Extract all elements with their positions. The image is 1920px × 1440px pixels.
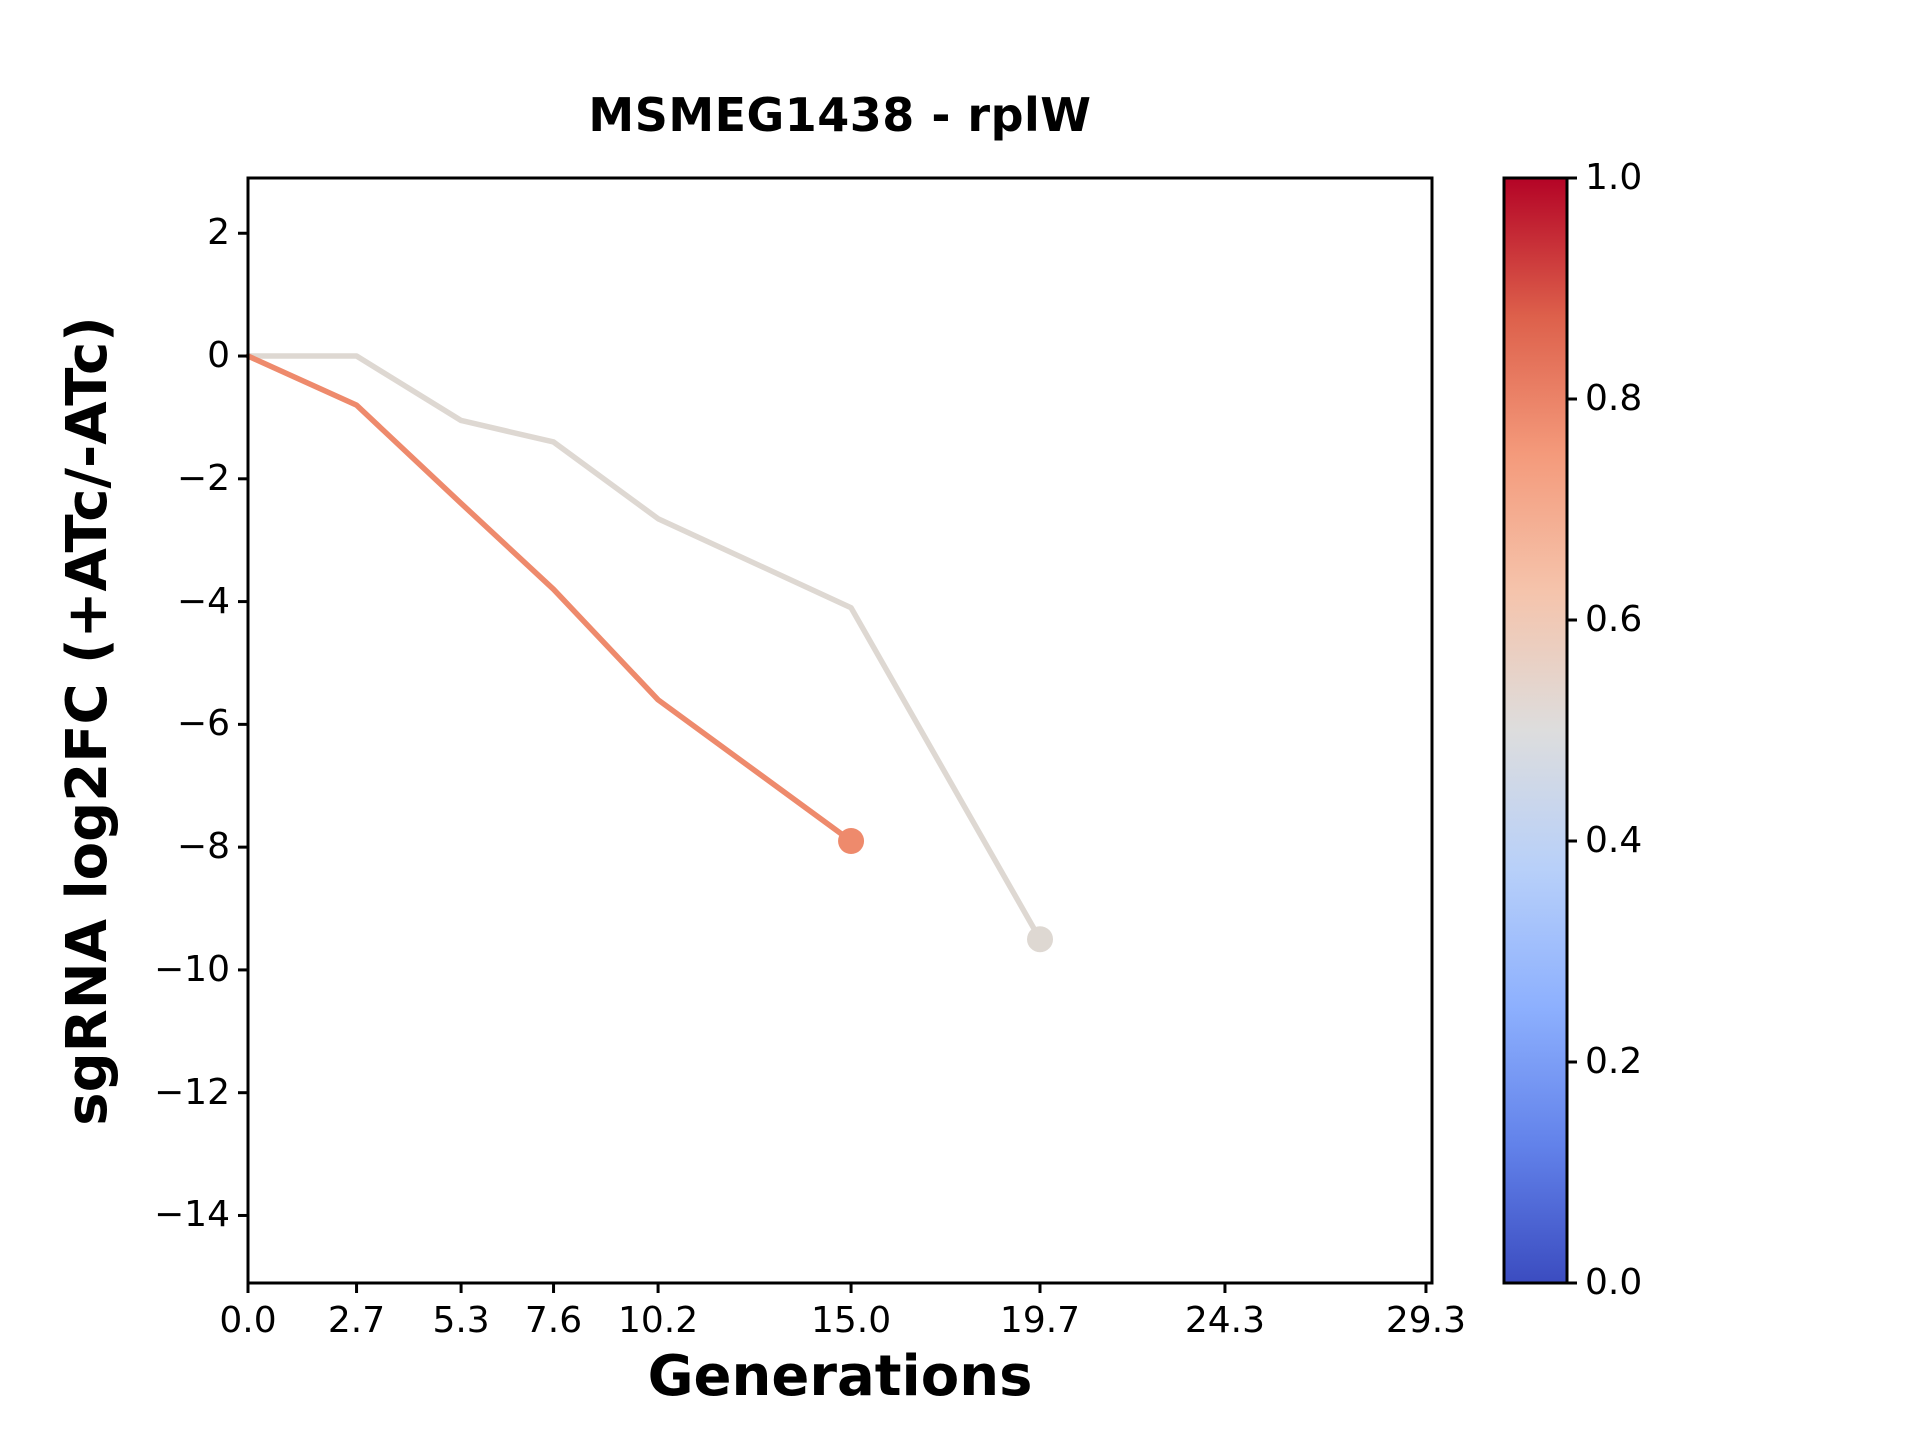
colorbar-border [1502,176,1569,1285]
y-tick-label: −4 [176,580,230,622]
colorbar-tick-label: 1.0 [1585,157,1643,198]
x-tick-label: 15.0 [810,1300,892,1341]
x-tick-label: 24.3 [1184,1300,1266,1341]
x-tick-label: 0.0 [219,1300,277,1341]
series-endpoint-2 [838,828,865,854]
x-tick-label: 29.3 [1385,1300,1467,1341]
series-line-2 [245,353,854,844]
series-line-1 [245,353,1043,942]
x-axis-label: Generations [647,1344,1033,1409]
x-tick-label: 19.7 [999,1300,1081,1341]
plot-border [246,176,1434,1285]
colorbar-tick-label: 0.2 [1585,1041,1643,1082]
y-tick-label: −10 [154,948,230,990]
x-tick-label: 10.2 [618,1300,699,1341]
y-tick-label: 2 [207,212,230,254]
colorbar-tick-label: 0.8 [1585,378,1643,419]
y-tick-label: −8 [176,826,230,868]
x-tick-label: 5.3 [432,1300,490,1341]
y-tick-label: 0 [207,335,230,377]
y-tick-label: −12 [154,1071,230,1113]
y-tick-label: −14 [154,1194,230,1236]
x-tick-label: 2.7 [327,1300,386,1341]
x-tick-label: 7.6 [524,1300,583,1341]
y-tick-label: −6 [176,703,230,745]
series-endpoint-1 [1027,926,1054,953]
y-tick-label: −2 [176,457,230,499]
colorbar-tick-label: 0.0 [1585,1262,1643,1303]
chart-title: MSMEG1438 - rplW [588,88,1092,142]
colorbar-tick-label: 0.4 [1585,820,1643,861]
colorbar-tick-label: 0.6 [1585,599,1643,640]
colorbar-gradient [1504,178,1567,1283]
